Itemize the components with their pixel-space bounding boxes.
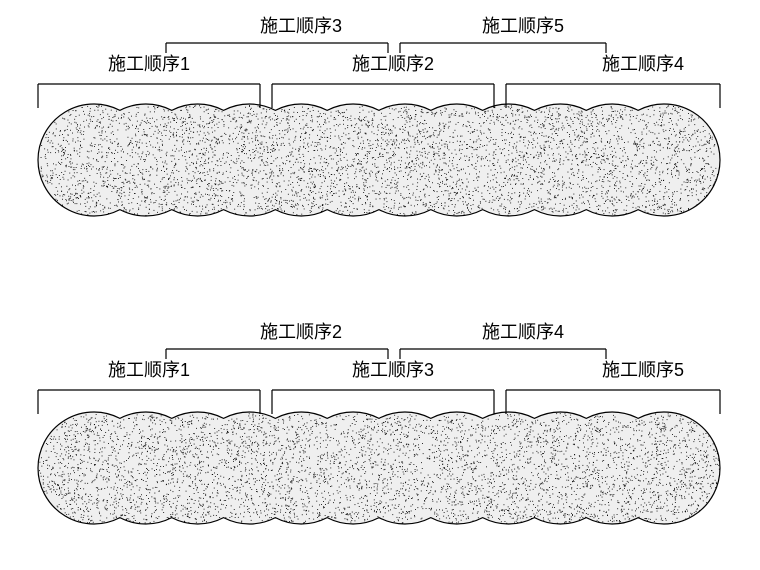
- dim-label: 施工顺序2: [352, 54, 434, 74]
- band-fill: [38, 104, 720, 216]
- band-fill: [38, 412, 720, 524]
- dim-label: 施工顺序5: [602, 360, 684, 380]
- dim-label: 施工顺序4: [482, 322, 564, 342]
- dim-label: 施工顺序2: [260, 322, 342, 342]
- dim-label: 施工顺序3: [352, 360, 434, 380]
- dim-label: 施工顺序5: [482, 16, 564, 36]
- dim-label: 施工顺序4: [602, 54, 684, 74]
- dim-label: 施工顺序1: [108, 360, 190, 380]
- dim-label: 施工顺序3: [260, 16, 342, 36]
- dim-label: 施工顺序1: [108, 54, 190, 74]
